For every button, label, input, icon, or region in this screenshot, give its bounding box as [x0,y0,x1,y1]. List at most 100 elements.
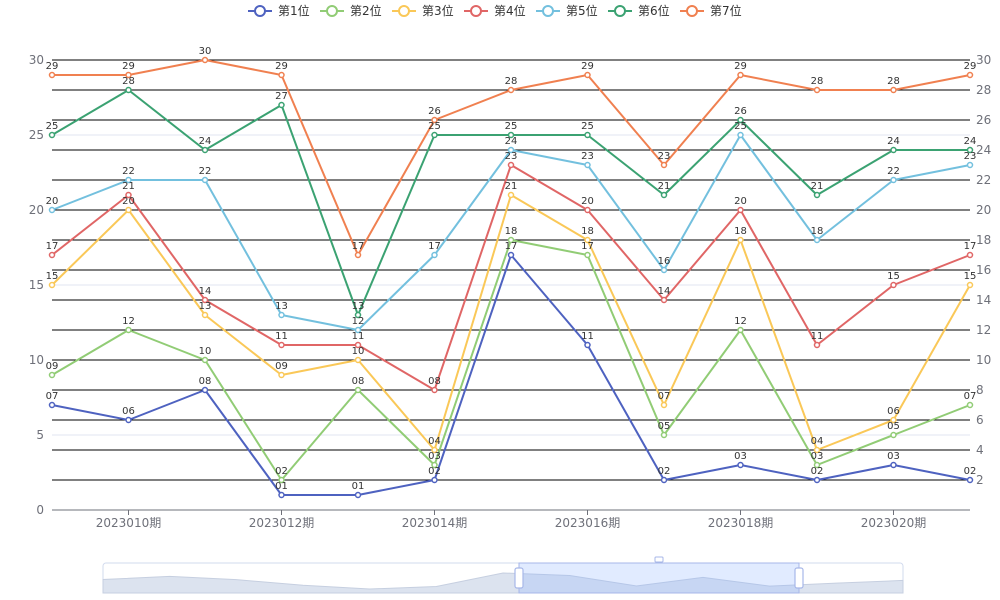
data-point[interactable] [48,401,56,409]
data-point[interactable] [278,341,285,349]
data-point[interactable] [201,356,209,364]
data-point[interactable] [584,251,591,259]
data-point[interactable] [737,131,744,139]
data-point[interactable] [278,476,285,484]
data-point[interactable] [890,86,897,94]
data-point[interactable] [431,131,438,139]
data-point[interactable] [354,386,362,394]
data-point[interactable] [660,401,668,409]
data-point[interactable] [431,461,438,469]
data-point[interactable] [507,146,515,154]
data-point[interactable] [660,161,668,169]
data-point[interactable] [584,131,591,139]
data-point[interactable] [431,476,438,484]
legend-item-6[interactable]: 第6位 [608,3,670,18]
legend-item-2[interactable]: 第2位 [320,3,382,18]
data-point[interactable] [890,461,897,469]
data-point[interactable] [813,236,821,244]
data-point[interactable] [813,476,821,484]
data-point[interactable] [507,131,515,139]
data-point[interactable] [48,71,56,79]
data-point[interactable] [278,101,285,109]
data-point[interactable] [278,371,285,379]
data-point[interactable] [737,326,744,334]
data-point[interactable] [507,191,515,199]
data-point[interactable] [48,131,56,139]
data-point[interactable] [813,191,821,199]
data-point[interactable] [507,161,515,169]
data-point[interactable] [890,176,897,184]
data-point[interactable] [584,341,591,349]
data-point[interactable] [354,356,362,364]
data-point[interactable] [278,311,285,319]
data-point[interactable] [660,266,668,274]
data-point[interactable] [660,191,668,199]
data-point[interactable] [584,71,591,79]
data-point[interactable] [584,236,591,244]
data-point[interactable] [354,251,362,259]
data-point[interactable] [201,296,209,304]
data-point[interactable] [737,116,744,124]
data-point[interactable] [813,446,821,454]
data-point[interactable] [507,251,515,259]
data-point[interactable] [125,206,132,214]
data-point[interactable] [354,491,362,499]
data-point[interactable] [354,311,362,319]
data-point[interactable] [813,341,821,349]
data-point[interactable] [507,86,515,94]
legend-item-3[interactable]: 第3位 [392,3,454,18]
data-point[interactable] [737,206,744,214]
data-point[interactable] [890,281,897,289]
data-point[interactable] [201,56,209,64]
legend[interactable]: 第1位 第2位 第3位 第4位 第5位 第6位 第7位 [248,3,742,18]
data-point[interactable] [813,86,821,94]
data-point[interactable] [278,71,285,79]
data-point[interactable] [125,416,132,424]
data-point[interactable] [201,176,209,184]
data-point[interactable] [660,296,668,304]
data-point[interactable] [201,386,209,394]
zoom-move-handle[interactable] [654,556,664,563]
data-point[interactable] [431,251,438,259]
legend-item-5[interactable]: 第5位 [536,3,598,18]
data-point[interactable] [890,146,897,154]
data-point[interactable] [431,116,438,124]
data-point[interactable] [507,236,515,244]
data-point[interactable] [966,281,974,289]
data-point[interactable] [354,326,362,334]
data-point[interactable] [125,191,132,199]
data-point[interactable] [431,446,438,454]
data-point[interactable] [584,206,591,214]
legend-item-7[interactable]: 第7位 [680,3,742,18]
data-point[interactable] [201,311,209,319]
data-point[interactable] [125,71,132,79]
data-zoom-slider[interactable] [102,556,904,594]
data-point[interactable] [737,236,744,244]
data-point[interactable] [890,431,897,439]
legend-item-1[interactable]: 第1位 [248,3,310,18]
data-point[interactable] [966,476,974,484]
data-point[interactable] [125,86,132,94]
data-point[interactable] [278,491,285,499]
data-point[interactable] [125,326,132,334]
data-point[interactable] [48,281,56,289]
data-point[interactable] [48,206,56,214]
data-point[interactable] [584,161,591,169]
data-point[interactable] [890,416,897,424]
zoom-window[interactable] [518,562,800,594]
data-point[interactable] [354,341,362,349]
data-point[interactable] [737,71,744,79]
zoom-handle-left[interactable] [514,567,524,589]
data-point[interactable] [660,431,668,439]
data-point[interactable] [966,401,974,409]
data-point[interactable] [48,251,56,259]
data-point[interactable] [201,146,209,154]
legend-item-4[interactable]: 第4位 [464,3,526,18]
data-point[interactable] [48,371,56,379]
data-point[interactable] [813,461,821,469]
data-point[interactable] [431,386,438,394]
data-point[interactable] [966,71,974,79]
zoom-handle-right[interactable] [794,567,804,589]
data-point[interactable] [966,251,974,259]
data-point[interactable] [660,476,668,484]
